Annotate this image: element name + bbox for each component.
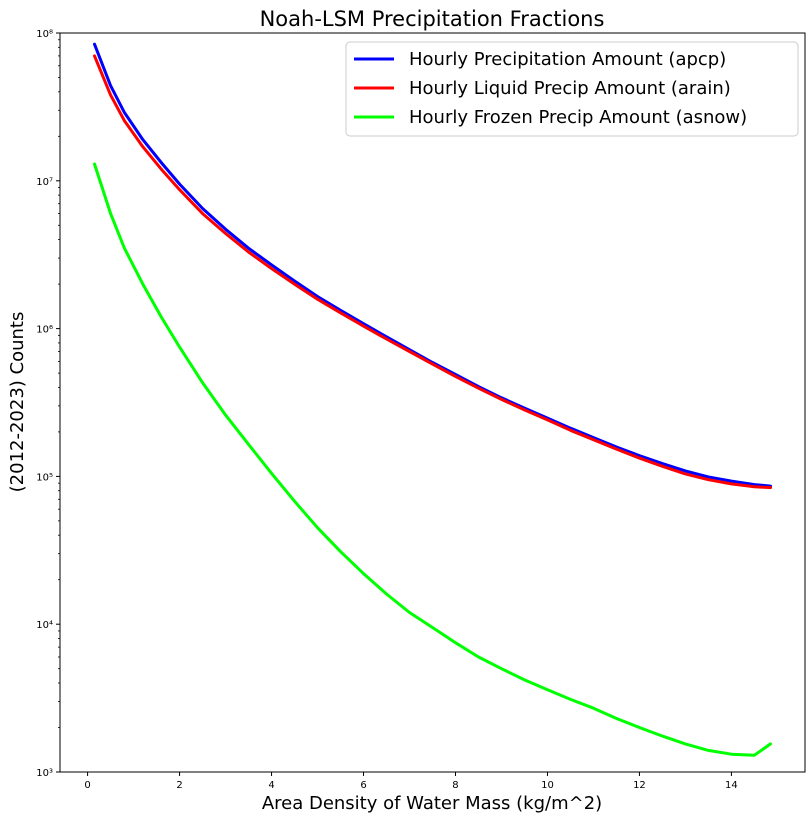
y-tick-label: 10⁸ bbox=[36, 29, 53, 40]
legend: Hourly Precipitation Amount (apcp) Hourly… bbox=[345, 41, 799, 137]
y-tick-label: 10⁷ bbox=[36, 177, 53, 188]
x-tick-label: 14 bbox=[725, 780, 738, 791]
legend-label: Hourly Precipitation Amount (apcp) bbox=[409, 49, 726, 70]
legend-label: Hourly Frozen Precip Amount (asnow) bbox=[409, 107, 747, 128]
x-tick-label: 6 bbox=[360, 780, 366, 791]
series-line-3 bbox=[93, 162, 772, 757]
y-tick-label: 10³ bbox=[36, 768, 53, 779]
plot-frame bbox=[59, 32, 806, 773]
legend-label: Hourly Liquid Precip Amount (arain) bbox=[409, 78, 731, 99]
y-tick-label: 10⁶ bbox=[36, 325, 53, 336]
x-tick-label: 2 bbox=[176, 780, 182, 791]
x-tick-label: 12 bbox=[633, 780, 646, 791]
x-axis: 0 2 4 6 8 10 12 14 bbox=[84, 772, 738, 791]
plot-lines bbox=[93, 42, 772, 757]
x-tick-label: 4 bbox=[268, 780, 274, 791]
x-tick-label: 8 bbox=[452, 780, 458, 791]
legend-frame bbox=[345, 41, 799, 137]
y-axis-label: (2012-2023) Counts bbox=[7, 312, 28, 493]
x-tick-label: 10 bbox=[541, 780, 554, 791]
series-line-2 bbox=[93, 54, 772, 490]
y-tick-label: 10⁴ bbox=[36, 620, 53, 631]
chart-title: Noah-LSM Precipitation Fractions bbox=[260, 7, 605, 31]
y-tick-label: 10⁵ bbox=[36, 472, 53, 483]
x-tick-label: 0 bbox=[84, 780, 90, 791]
x-axis-label: Area Density of Water Mass (kg/m^2) bbox=[262, 793, 602, 814]
